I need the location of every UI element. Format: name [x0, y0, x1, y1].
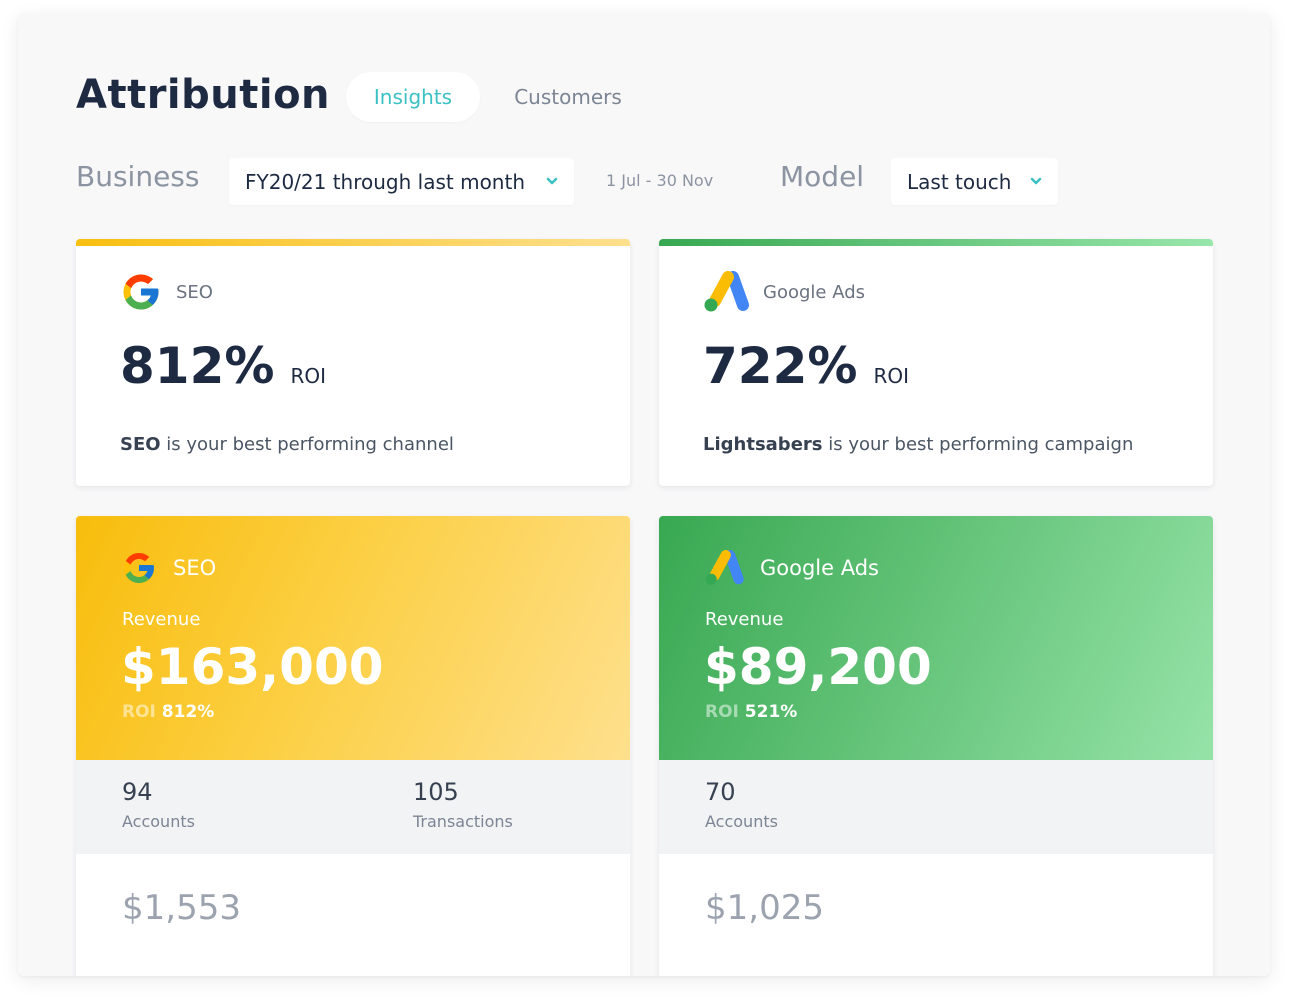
- card-accent-bar: [659, 239, 1213, 246]
- google-ads-icon: [703, 271, 749, 313]
- revenue-label: Revenue: [122, 609, 201, 630]
- roi-unit: ROI: [290, 364, 327, 388]
- roi-metric: 722% ROI: [703, 337, 909, 395]
- roi-label: ROI: [122, 702, 156, 722]
- chevron-down-icon: [1028, 173, 1044, 189]
- google-g-icon: [120, 271, 162, 313]
- chevron-down-icon: [544, 173, 560, 189]
- revenue-panel: SEO Revenue $163,000 ROI 812%: [76, 516, 630, 760]
- stat-label: Accounts: [122, 812, 195, 831]
- model-label: Model: [780, 160, 865, 193]
- roi-value: 722%: [703, 337, 858, 395]
- business-period-dropdown[interactable]: FY20/21 through last month: [229, 158, 574, 205]
- revenue-panel: Google Ads Revenue $89,200 ROI 521%: [659, 516, 1213, 760]
- best-performer-text: SEO is your best performing channel: [120, 434, 454, 455]
- card-header: Google Ads: [703, 271, 865, 313]
- attribution-panel: Attribution Insights Customers Business …: [18, 14, 1270, 976]
- roi-line: ROI 812%: [122, 702, 214, 722]
- channel-name: SEO: [176, 281, 213, 303]
- best-performer-suffix: is your best performing channel: [160, 434, 454, 455]
- stat-value: 94: [122, 778, 153, 806]
- roi-line: ROI 521%: [705, 702, 797, 722]
- seo-summary-card: SEO 812% ROI SEO is your best performing…: [76, 239, 630, 486]
- card-header: SEO: [121, 550, 216, 586]
- roi-value: 812%: [120, 337, 275, 395]
- bottom-amount: $1,025: [705, 888, 824, 928]
- channel-name: Google Ads: [760, 556, 879, 580]
- roi-label: ROI: [705, 702, 739, 722]
- google-g-icon: [121, 550, 157, 586]
- stat-value: 105: [413, 778, 459, 806]
- model-dropdown[interactable]: Last touch: [891, 158, 1058, 205]
- best-performer-text: Lightsabers is your best performing camp…: [703, 434, 1133, 455]
- page-title: Attribution: [76, 72, 331, 118]
- stats-row: 94 Accounts 105 Transactions: [76, 760, 630, 854]
- revenue-label: Revenue: [705, 609, 784, 630]
- best-performer-suffix: is your best performing campaign: [822, 434, 1134, 455]
- roi-value: 812%: [161, 702, 215, 722]
- channel-name: SEO: [173, 556, 217, 580]
- date-range-text: 1 Jul - 30 Nov: [606, 171, 714, 190]
- google-ads-summary-card: Google Ads 722% ROI Lightsabers is your …: [659, 239, 1213, 486]
- stat-label: Accounts: [705, 812, 778, 831]
- google-ads-detail-card[interactable]: Google Ads Revenue $89,200 ROI 521% 70 A…: [659, 516, 1213, 976]
- tab-insights[interactable]: Insights: [346, 72, 480, 122]
- model-value: Last touch: [907, 169, 1012, 194]
- roi-value: 521%: [744, 702, 798, 722]
- roi-unit: ROI: [873, 364, 910, 388]
- google-ads-icon: [704, 550, 744, 586]
- roi-metric: 812% ROI: [120, 337, 326, 395]
- stat-transactions: 105 Transactions: [413, 778, 513, 831]
- revenue-value: $163,000: [121, 638, 384, 696]
- stat-value: 70: [705, 778, 736, 806]
- card-accent-bar: [76, 239, 630, 246]
- best-performer-name: Lightsabers: [703, 434, 823, 455]
- revenue-value: $89,200: [704, 638, 932, 696]
- tab-customers[interactable]: Customers: [514, 85, 622, 109]
- bottom-amount: $1,553: [122, 888, 241, 928]
- stat-label: Transactions: [413, 812, 513, 831]
- stat-accounts: 70 Accounts: [705, 778, 778, 831]
- stats-row: 70 Accounts: [659, 760, 1213, 854]
- best-performer-name: SEO: [120, 434, 161, 455]
- channel-name: Google Ads: [763, 281, 865, 303]
- stat-accounts: 94 Accounts: [122, 778, 195, 831]
- card-header: SEO: [120, 271, 213, 313]
- card-header: Google Ads: [704, 550, 879, 586]
- seo-detail-card[interactable]: SEO Revenue $163,000 ROI 812% 94 Account…: [76, 516, 630, 976]
- business-label: Business: [76, 160, 200, 193]
- business-period-value: FY20/21 through last month: [245, 169, 525, 194]
